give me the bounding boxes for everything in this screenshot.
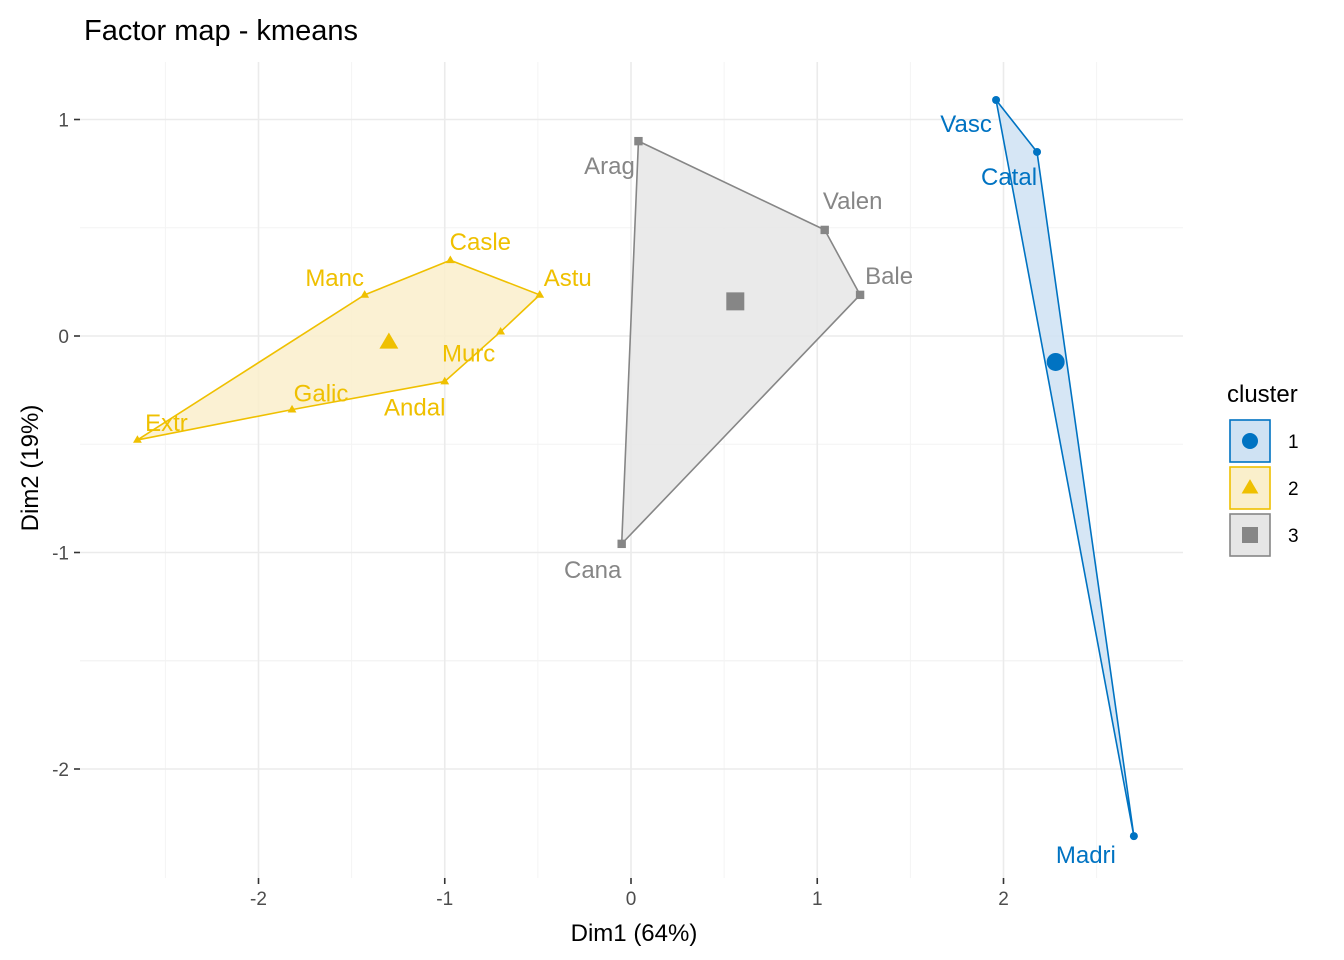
point-casle <box>445 255 455 264</box>
point-catal <box>1033 147 1042 156</box>
point-andal <box>440 376 450 385</box>
cluster-2-centroid <box>379 332 399 349</box>
point-valen <box>820 225 829 235</box>
legend-symbol-2 <box>1241 479 1259 494</box>
label-extr: Extr <box>145 410 188 437</box>
point-vasc <box>992 96 1001 105</box>
y-tick-label: -2 <box>52 760 69 781</box>
point-bale <box>855 290 865 300</box>
x-tick-label: 2 <box>998 889 1009 910</box>
label-casle: Casle <box>450 229 511 256</box>
data-points <box>133 96 1138 841</box>
legend-label-3: 3 <box>1288 526 1299 547</box>
label-manc: Manc <box>305 265 364 292</box>
point-astu <box>535 290 545 298</box>
point-murc <box>496 326 506 335</box>
x-tick-label: -2 <box>250 889 267 910</box>
label-galic: Galic <box>294 381 349 408</box>
label-andal: Andal <box>384 394 445 421</box>
point-manc <box>360 290 370 298</box>
x-tick-label: 0 <box>626 889 637 910</box>
legend: cluster 1 2 3 <box>1227 381 1299 557</box>
legend-title: cluster <box>1227 381 1298 408</box>
label-cana: Cana <box>564 557 622 584</box>
label-bale: Bale <box>865 263 913 290</box>
label-catal: Catal <box>981 164 1037 191</box>
label-arag: Arag <box>584 153 635 180</box>
point-cana <box>617 539 626 549</box>
y-axis-title: Dim2 (19%) <box>17 405 44 532</box>
label-murc: Murc <box>442 341 495 368</box>
y-tick-label: -1 <box>52 544 69 565</box>
axis-ticks: -2 -1 0 1 2 -2 -1 0 1 <box>52 111 1009 911</box>
label-madri: Madri <box>1056 842 1116 869</box>
legend-symbol-1 <box>1242 433 1258 449</box>
label-valen: Valen <box>823 188 883 215</box>
cluster-1-hull <box>995 99 1135 837</box>
legend-label-1: 1 <box>1288 432 1299 453</box>
point-madri <box>1129 832 1138 841</box>
point-extr <box>133 435 142 443</box>
cluster-1-centroid <box>1046 352 1065 371</box>
x-tick-label: -1 <box>436 889 453 910</box>
x-axis-title: Dim1 (64%) <box>571 920 698 947</box>
label-vasc: Vasc <box>940 111 992 138</box>
chart-title: Factor map - kmeans <box>84 15 358 47</box>
cluster-3-centroid <box>726 292 745 311</box>
point-galic <box>287 404 297 413</box>
label-astu: Astu <box>544 265 592 292</box>
point-labels: Vasc Catal Madri Casle Astu Manc Murc Andal Gali… <box>145 111 1116 869</box>
cluster-2-hull <box>137 259 542 441</box>
x-tick-label: 1 <box>812 889 823 910</box>
legend-label-2: 2 <box>1288 479 1299 500</box>
cluster-hulls <box>137 99 1135 837</box>
legend-symbol-3 <box>1242 527 1258 543</box>
y-tick-label: 1 <box>58 111 69 132</box>
point-arag <box>634 136 643 146</box>
y-tick-label: 0 <box>58 327 69 348</box>
